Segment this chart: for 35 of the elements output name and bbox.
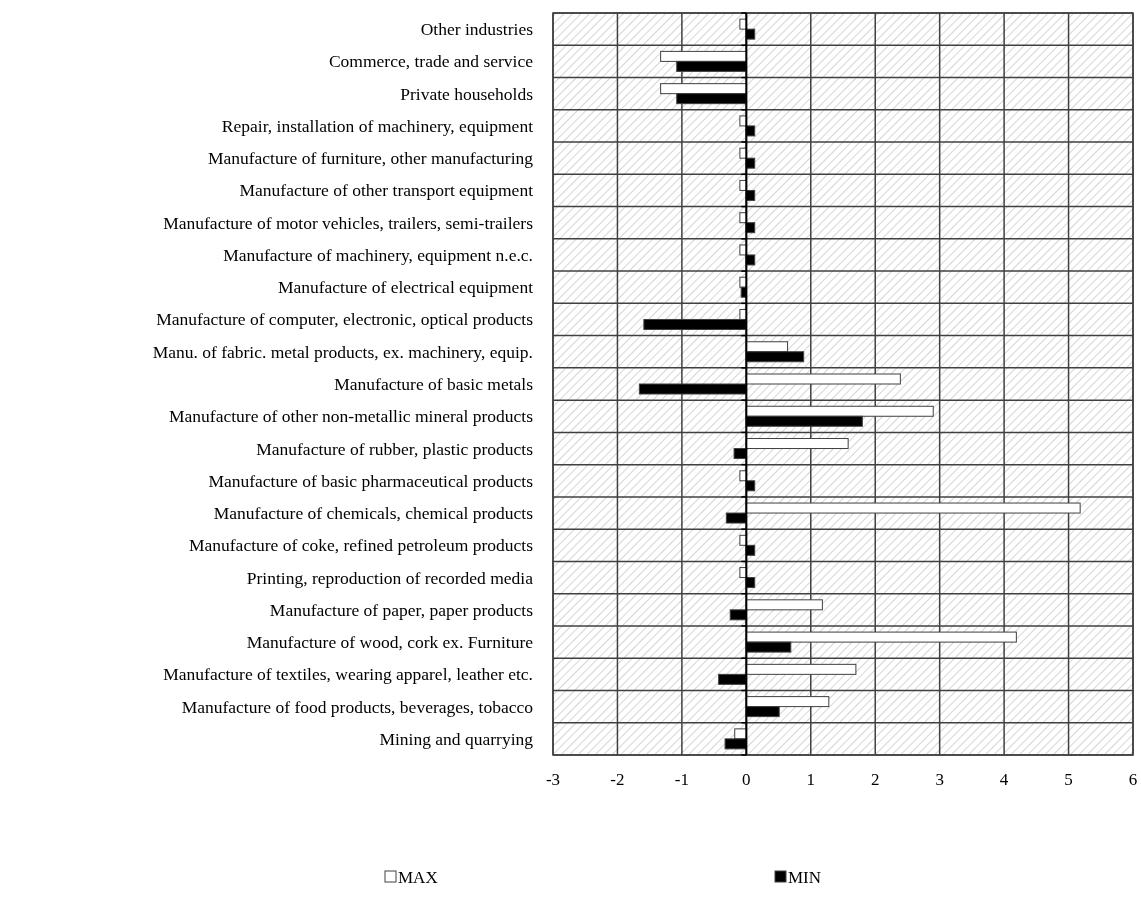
y-tick-label: Manufacture of textiles, wearing apparel, leather etc. bbox=[163, 664, 533, 685]
x-tick-label: 5 bbox=[1064, 770, 1073, 789]
y-tick-label: Manufacture of coke, refined petroleum products bbox=[188, 535, 534, 556]
y-tick-label: Manufacture of rubber, plastic products bbox=[256, 438, 534, 459]
y-tick-label: Manufacture of wood, cork ex. Furniture bbox=[246, 632, 534, 653]
y-tick-label: Manufacture of machinery, equipment n.e.c. bbox=[223, 244, 533, 265]
x-tick-label: 4 bbox=[999, 770, 1009, 789]
y-tick-label: Private households bbox=[400, 83, 534, 104]
y-tick-label: Manufacture of motor vehicles, trailers, semi-trailers bbox=[163, 212, 534, 233]
y-tick-label: Repair, installation of machinery, equipment bbox=[221, 115, 534, 136]
y-tick-label: Manufacture of basic metals bbox=[334, 374, 534, 394]
x-tick-label: 6 bbox=[1128, 770, 1138, 789]
y-tick-label: Manufacture of other transport equipment bbox=[239, 180, 534, 201]
y-tick-label: Printing, reproduction of recorded media bbox=[246, 567, 534, 588]
y-tick-label: Manufacture of furniture, other manufacturing bbox=[207, 148, 534, 169]
legend-label: MAX bbox=[398, 867, 438, 887]
y-tick-label: Mining and quarrying bbox=[379, 728, 534, 749]
x-tick-label: 1 bbox=[806, 770, 816, 789]
x-tick-label: 0 bbox=[742, 770, 751, 789]
y-tick-label: Manufacture of chemicals, chemical products bbox=[213, 503, 534, 524]
y-tick-label: Manufacture of other non-metallic mineral products bbox=[169, 406, 534, 427]
x-tick-label: -1 bbox=[674, 770, 689, 789]
y-tick-label: Other industries bbox=[420, 19, 534, 40]
y-tick-label: Manufacture of paper, paper products bbox=[269, 599, 534, 620]
x-tick-label: -2 bbox=[610, 770, 625, 789]
y-tick-label: Manufacture of electrical equipment bbox=[277, 277, 534, 298]
x-tick-label: -3 bbox=[545, 770, 561, 789]
y-tick-label: Manufacture of computer, electronic, optical products bbox=[156, 309, 534, 330]
x-tick-label: 2 bbox=[870, 770, 880, 789]
legend-label: MIN bbox=[788, 867, 822, 887]
x-tick-label: 3 bbox=[935, 770, 944, 789]
y-tick-label: Manufacture of basic pharmaceutical products bbox=[208, 470, 534, 491]
y-tick-label: Manufacture of food products, beverages, tobacco bbox=[181, 696, 534, 717]
y-tick-label: Manu. of fabric. metal products, ex. machinery, equip. bbox=[152, 341, 533, 362]
y-tick-label: Commerce, trade and service bbox=[328, 51, 534, 72]
